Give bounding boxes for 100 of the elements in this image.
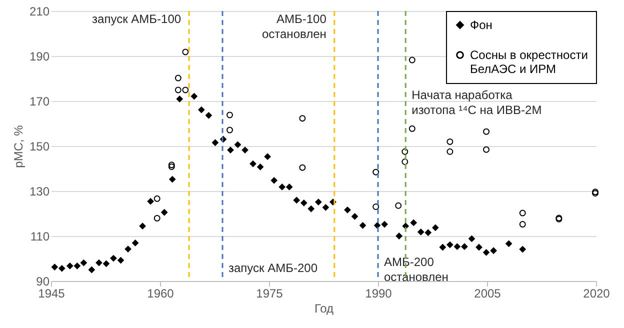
point xyxy=(483,249,490,256)
y-tick-label: 130 xyxy=(29,184,50,198)
point xyxy=(147,198,154,205)
point xyxy=(205,112,212,119)
point xyxy=(506,240,512,247)
point xyxy=(424,229,432,236)
point xyxy=(418,228,424,236)
x-tick-label: 2005 xyxy=(474,286,502,300)
point xyxy=(395,202,402,209)
point xyxy=(74,262,80,270)
point xyxy=(360,222,366,229)
point xyxy=(66,262,74,270)
point xyxy=(461,243,468,250)
point xyxy=(154,214,160,222)
point xyxy=(454,243,460,250)
x-axis-title: Год xyxy=(314,302,334,316)
point xyxy=(102,260,110,267)
ref-line-label: Начата наработка изотопа ¹⁴C на ИВВ-2М xyxy=(412,88,542,117)
y-tick-label: 210 xyxy=(29,4,50,18)
point xyxy=(169,176,176,183)
point xyxy=(374,222,381,229)
point xyxy=(408,56,416,64)
point xyxy=(182,48,189,56)
point xyxy=(483,128,490,135)
point xyxy=(308,206,314,212)
point xyxy=(372,204,380,210)
ref-line-label: АМБ-200 остановлен xyxy=(384,255,448,284)
point xyxy=(154,195,160,202)
point xyxy=(139,222,146,230)
point xyxy=(227,146,234,154)
x-tick-label: 1960 xyxy=(147,286,174,300)
y-tick-label: 150 xyxy=(29,140,50,154)
point xyxy=(176,96,183,102)
point xyxy=(315,198,322,206)
point xyxy=(439,244,446,250)
point xyxy=(490,247,497,254)
point xyxy=(410,219,417,226)
legend-label: Фон xyxy=(470,18,492,32)
point xyxy=(293,196,300,204)
y-tick-label: 110 xyxy=(30,230,50,244)
legend-label: Сосны в окрестности БелАЭС и ИРМ xyxy=(470,48,588,76)
point xyxy=(198,106,205,114)
y-tick-label: 170 xyxy=(29,94,50,108)
point xyxy=(519,210,526,216)
point xyxy=(234,141,241,148)
point xyxy=(88,266,95,273)
point xyxy=(278,184,286,190)
point xyxy=(402,148,408,155)
point xyxy=(51,264,58,270)
point xyxy=(344,206,351,214)
point xyxy=(242,146,248,154)
point xyxy=(174,74,182,82)
point xyxy=(182,86,189,94)
ref-line-label: АМБ-100 остановлен xyxy=(262,12,327,41)
point xyxy=(124,246,132,252)
point xyxy=(118,257,124,264)
point xyxy=(190,93,198,100)
point xyxy=(174,86,182,94)
point xyxy=(322,204,329,211)
point xyxy=(299,115,306,122)
ref-line-label: запуск АМБ-100 xyxy=(92,12,182,26)
point xyxy=(408,125,416,132)
point xyxy=(80,260,87,266)
point xyxy=(402,158,408,165)
x-tick-label: 1975 xyxy=(256,286,284,300)
point xyxy=(519,221,526,228)
point xyxy=(264,153,271,160)
point xyxy=(446,138,454,145)
point xyxy=(286,184,293,190)
x-tick-label: 1990 xyxy=(365,286,392,300)
point xyxy=(381,221,388,228)
x-tick-label: 1945 xyxy=(38,286,66,300)
y-tick-label: 90 xyxy=(36,274,50,288)
point xyxy=(372,168,380,176)
point xyxy=(58,265,66,272)
ref-line-label: запуск АМБ-200 xyxy=(228,261,318,275)
point xyxy=(352,213,358,220)
point xyxy=(396,232,402,240)
point xyxy=(132,240,139,246)
y-axis-title: pMC, % xyxy=(11,124,26,168)
point xyxy=(299,164,306,171)
point xyxy=(226,126,233,134)
point xyxy=(446,242,454,248)
point xyxy=(110,255,117,262)
x-tick-label: 2020 xyxy=(583,286,610,300)
point xyxy=(468,235,475,242)
point xyxy=(519,246,526,253)
point xyxy=(432,224,439,231)
point xyxy=(446,148,454,155)
point xyxy=(300,200,308,206)
point xyxy=(96,260,102,266)
point xyxy=(226,112,233,118)
point xyxy=(270,177,278,184)
y-tick-label: 190 xyxy=(29,50,50,64)
point xyxy=(212,139,218,146)
point xyxy=(161,209,168,216)
point xyxy=(257,164,264,170)
point xyxy=(483,146,490,153)
point xyxy=(476,244,482,250)
point xyxy=(250,160,256,168)
